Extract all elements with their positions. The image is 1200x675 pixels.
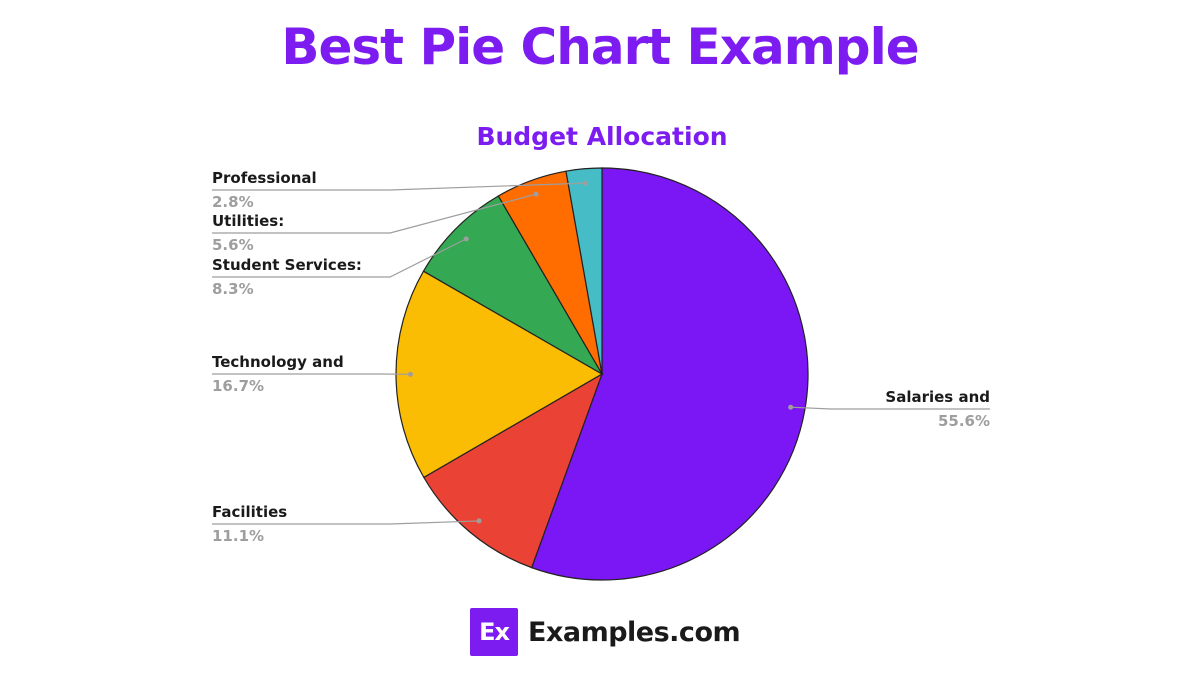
pie-slice-1 — [530, 167, 809, 581]
leader-line-4 — [212, 238, 467, 278]
page-title: Best Pie Chart Example — [281, 18, 919, 76]
leader-line-2 — [212, 520, 480, 525]
slice-percent-4: 8.3% — [212, 280, 254, 298]
slice-label-2: Facilities — [212, 503, 287, 521]
brand-name: Examples.com — [528, 616, 741, 648]
slice-label-5: Utilities: — [212, 212, 284, 230]
slice-percent-6: 2.8% — [212, 193, 254, 211]
leader-line-6 — [212, 182, 586, 191]
slice-percent-1: 55.6% — [938, 412, 990, 430]
slice-label-1: Salaries and — [885, 388, 990, 406]
leader-line-1 — [790, 406, 990, 410]
chart-title: Budget Allocation — [476, 122, 727, 151]
slice-label-4: Student Services: — [212, 256, 362, 274]
slice-labels: Salaries and 55.6% Facilities 11.1% Technolo… — [212, 169, 990, 545]
slice-label-3: Technology and — [212, 353, 344, 371]
pie-slice-6 — [565, 167, 603, 375]
slice-label-6: Professional — [212, 169, 317, 187]
slice-percent-5: 5.6% — [212, 236, 254, 254]
pie-chart: Budget Allocation Salaries and 55.6% Facil… — [212, 122, 990, 581]
pie-slices — [395, 167, 809, 581]
slice-percent-3: 16.7% — [212, 377, 264, 395]
leader-line-5 — [212, 193, 537, 234]
pie-slice-2 — [422, 372, 604, 569]
footer: Ex Examples.com — [470, 608, 741, 656]
logo-icon: Ex — [470, 608, 518, 656]
slice-percent-2: 11.1% — [212, 527, 264, 545]
pie-slice-4 — [422, 195, 604, 376]
